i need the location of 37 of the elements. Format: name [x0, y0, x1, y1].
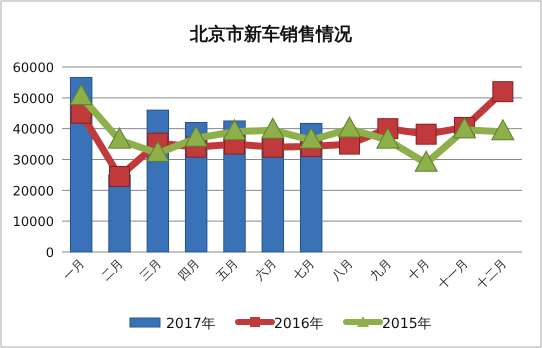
point [491, 119, 514, 140]
y-tick-label: 40000 [12, 122, 54, 138]
point [414, 150, 438, 172]
point [184, 126, 208, 147]
y-tick-label: 0 [46, 246, 54, 261]
chart-title: 北京市新车销售情况 [189, 24, 353, 45]
x-tick-label: 十一月 [435, 256, 471, 292]
x-tick-label: 八月 [328, 256, 356, 284]
x-tick-label: 九月 [367, 256, 394, 284]
y-tick-label: 20000 [12, 184, 54, 200]
y-tick-label: 60000 [12, 61, 54, 76]
point [300, 128, 323, 149]
x-tick-label: 五月 [214, 256, 241, 284]
y-tick-label: 30000 [12, 154, 54, 168]
x-tick-label: 十二月 [474, 256, 509, 292]
point [146, 140, 170, 162]
y-tick-label: 10000 [12, 215, 54, 230]
x-tick-label: 六月 [252, 256, 279, 284]
legend-label: 2017年 [166, 316, 216, 332]
x-tick-label: 四月 [175, 256, 202, 284]
x-tick-label: 七月 [290, 256, 318, 284]
point [376, 128, 400, 149]
point [338, 116, 361, 138]
x-tick-label: 一月 [60, 256, 88, 284]
x-tick-label: 二月 [98, 256, 126, 284]
x-tick-label: 三月 [137, 256, 164, 284]
x-tick-label: 十月 [405, 256, 432, 284]
point [70, 84, 93, 106]
point [261, 118, 284, 139]
legend-label: 2016年 [274, 316, 324, 332]
y-tick-label: 50000 [12, 92, 54, 107]
legend-label: 2015年 [382, 316, 432, 332]
point [416, 124, 437, 145]
point [108, 128, 131, 149]
point [262, 136, 284, 158]
point [223, 119, 246, 140]
point [109, 166, 130, 187]
